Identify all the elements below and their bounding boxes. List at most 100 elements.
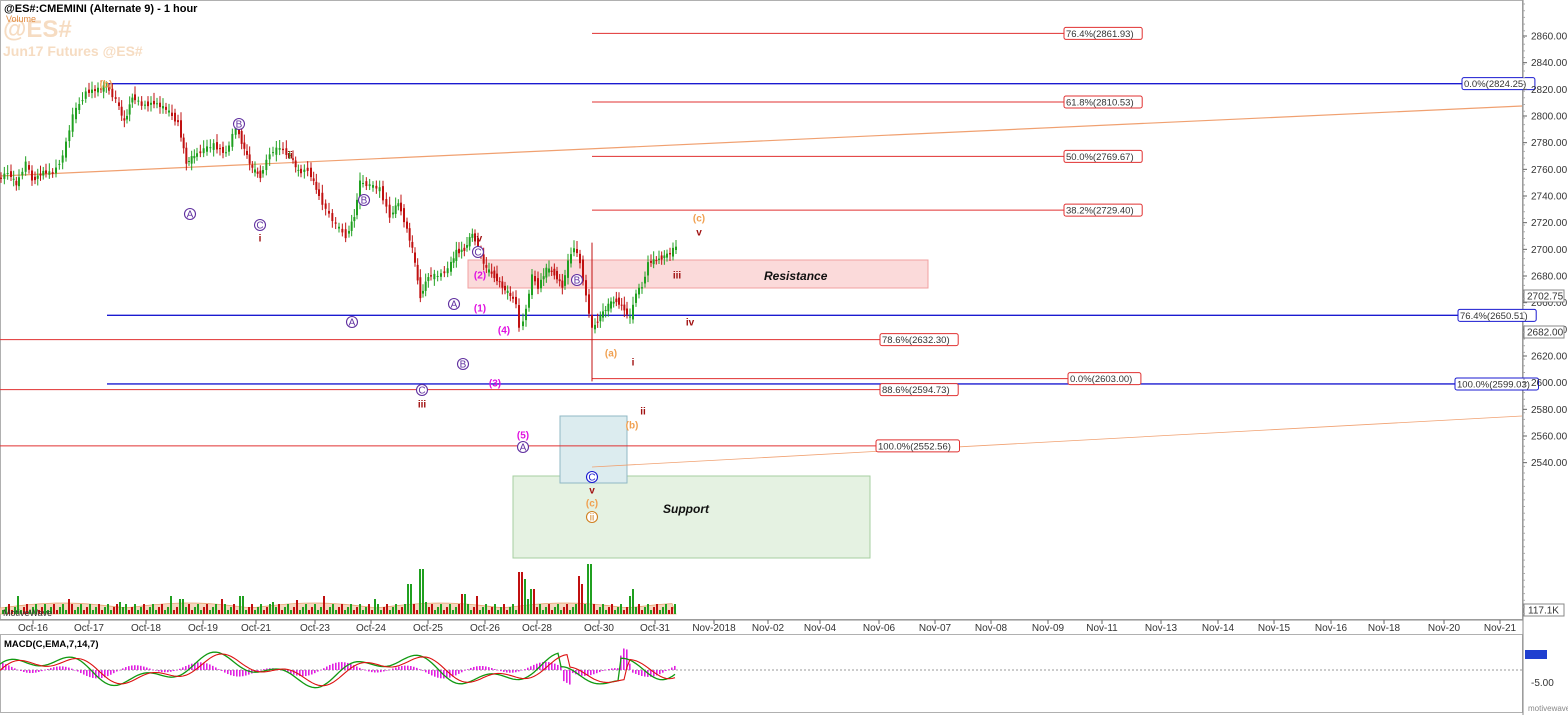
price-bar	[288, 154, 291, 156]
volume-bar	[413, 604, 415, 614]
volume-bar	[134, 604, 136, 614]
volume-bar	[311, 607, 313, 614]
volume-bar	[350, 604, 352, 614]
price-bar	[430, 275, 432, 277]
price-bar	[128, 104, 131, 115]
macd-histogram-bar	[227, 670, 229, 675]
volume-bar	[338, 607, 340, 614]
price-bar	[65, 141, 67, 158]
volume-bar	[236, 610, 238, 614]
macd-histogram-bar	[170, 670, 172, 672]
fib-label: 76.4%(2861.93)	[1066, 29, 1134, 40]
macd-tick: -5.00	[1531, 678, 1554, 689]
macd-histogram-bar	[338, 662, 340, 670]
wave-label: (a)	[605, 349, 617, 360]
volume-bar	[152, 604, 154, 614]
volume-bar	[347, 607, 349, 614]
macd-histogram-bar	[77, 670, 79, 672]
macd-label: MACD(C,EMA,7,14,7)	[4, 639, 99, 650]
volume-bar	[257, 607, 259, 614]
price-bar	[385, 199, 388, 207]
volume-bar	[71, 604, 73, 614]
volume-bar	[53, 604, 55, 614]
volume-bar	[557, 604, 559, 614]
price-bar	[81, 100, 84, 102]
macd-histogram-bar	[113, 670, 115, 674]
macd-histogram-bar	[236, 670, 238, 677]
y-tick-label: 2760.00	[1531, 165, 1568, 176]
wave-label: iii	[418, 400, 427, 411]
macd-histogram-bar	[473, 666, 475, 670]
price-bar	[561, 280, 564, 288]
x-tick-label: Nov-2018	[692, 623, 736, 634]
volume-bar	[446, 607, 448, 614]
volume-bar	[68, 599, 70, 614]
price-bar	[607, 303, 610, 312]
price-bar	[623, 304, 626, 311]
x-tick-label: Nov-08	[975, 623, 1008, 634]
volume-bar	[620, 604, 622, 614]
volume-bar	[560, 610, 562, 614]
volume-bar	[464, 594, 466, 614]
macd-histogram-bar	[653, 670, 655, 677]
volume-bar	[374, 599, 376, 614]
price-bar	[629, 316, 631, 318]
price-bar	[0, 177, 2, 179]
macd-histogram-bar	[137, 665, 139, 670]
time-axis: Oct-16 Oct-17 Oct-18 Oct-19 Oct-21 Oct-23 Oct-…	[18, 620, 1517, 634]
volume-bar	[29, 610, 31, 614]
macd-histogram-bar	[65, 666, 67, 670]
macd-histogram-bar	[140, 665, 142, 670]
macd-histogram-bar	[344, 662, 346, 670]
macd-histogram-bar	[242, 670, 244, 677]
volume-bar	[38, 610, 40, 614]
macd-histogram-bar	[56, 666, 58, 670]
volume-bar	[524, 579, 526, 614]
macd-histogram-bar	[389, 669, 391, 671]
macd-histogram-bar	[146, 667, 148, 670]
price-bar	[620, 304, 623, 306]
macd-histogram-bar	[176, 669, 178, 671]
price-bar	[102, 85, 105, 92]
volume-bar	[632, 589, 634, 614]
macd-histogram-bar	[245, 670, 247, 676]
volume-bar	[119, 602, 121, 614]
fib-label: 78.6%(2632.30)	[882, 335, 950, 346]
volume-bar	[35, 604, 37, 614]
volume-bar	[77, 607, 79, 614]
volume-bar	[329, 607, 331, 614]
volume-bar	[383, 607, 385, 614]
volume-bar	[344, 610, 346, 614]
macd-histogram-bar	[215, 667, 217, 670]
macd-histogram-bar	[308, 670, 310, 676]
volume-bars	[0, 564, 677, 615]
volume-bar	[104, 607, 106, 614]
macd-histogram-bar	[641, 670, 643, 676]
volume-bar	[164, 610, 166, 614]
macd-histogram-bar	[248, 670, 250, 675]
fib-label-box	[1067, 372, 1142, 386]
x-tick-label: Oct-17	[74, 623, 104, 634]
price-bar	[594, 324, 596, 330]
price-bar	[424, 281, 427, 291]
volume-bar	[485, 604, 487, 614]
price-bar	[450, 261, 452, 272]
x-tick-label: Oct-30	[584, 623, 614, 634]
wave-label: C	[418, 386, 425, 397]
price-bar	[498, 281, 501, 283]
volume-bar	[629, 596, 631, 614]
price-bar	[604, 309, 607, 311]
price-bar	[3, 173, 6, 179]
volume-bar	[14, 607, 16, 614]
price-bar	[328, 210, 330, 214]
volume-bar	[440, 604, 442, 614]
volume-bar	[572, 607, 574, 614]
price-bar	[353, 217, 356, 222]
macd-histogram-bar	[182, 667, 184, 670]
macd-histogram-bar	[581, 670, 583, 676]
volume-bar	[602, 604, 604, 614]
volume-bar	[203, 607, 205, 614]
volume-bar	[242, 596, 244, 614]
macd-histogram-bar	[377, 670, 379, 673]
price-bar	[272, 152, 274, 154]
